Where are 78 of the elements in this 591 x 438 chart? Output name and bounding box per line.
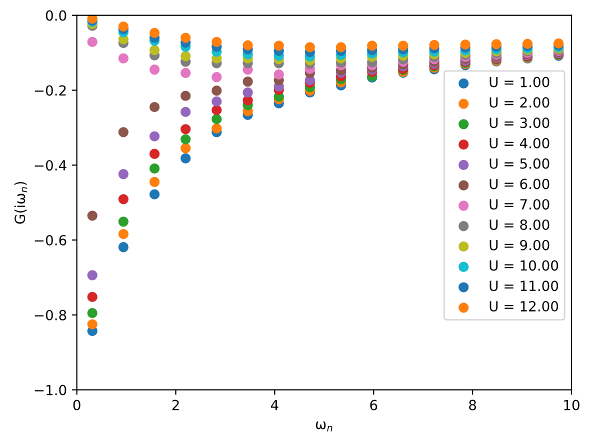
legend-label: U = 9.00 [490,240,550,250]
point [118,21,129,32]
point [460,39,470,50]
y-axis-title: G(iω$_{n}$) [14,182,28,224]
point [304,42,316,52]
point [274,40,284,51]
point [180,51,191,62]
y-tick-label: −0.2 [34,85,66,96]
legend-label: U = 12.00 [490,301,558,312]
legend-label: U = 2.00 [490,97,550,108]
point [242,87,253,98]
point [118,127,129,138]
point [149,176,160,188]
point [149,163,160,174]
y-tick-label: −1.0 [34,384,66,396]
point [87,270,98,280]
x-axis-title: ω$_{n}$ [316,421,332,432]
point [118,169,129,180]
point [118,53,129,64]
y-tick-label: −0.8 [34,310,66,320]
point [118,242,129,252]
legend-label: U = 7.00 [490,199,550,210]
point [212,123,222,134]
point [367,40,378,51]
legend-label: U = 10.00 [490,260,558,271]
point [491,39,502,50]
point [87,292,98,302]
legend-label: U = 11.00 [490,280,558,292]
point [149,131,160,142]
point [118,216,129,227]
point [180,106,191,118]
point [149,148,160,159]
y-tick-label: −0.4 [34,160,66,171]
point [149,28,160,38]
point [149,45,160,56]
x-tick-label: 0 [73,400,80,410]
point [180,143,191,154]
x-tick-label: 2 [172,400,179,410]
y-tick-label: 0.0 [46,10,66,21]
point [398,40,408,51]
x-tick-label: 10 [564,400,580,410]
point [212,36,222,48]
point [180,153,191,164]
point [87,36,98,48]
point [118,228,129,240]
legend-label: U = 5.00 [490,158,550,169]
point [180,124,191,134]
point [212,86,222,96]
point [180,32,191,43]
point [212,96,222,107]
point [212,104,222,116]
legend-label: U = 8.00 [490,219,550,230]
point [274,69,284,80]
point [212,72,222,82]
point [336,42,346,52]
point [149,102,160,112]
point [212,114,222,124]
y-tick-label: −0.6 [34,234,66,246]
point [180,134,191,144]
legend-label: U = 6.00 [490,178,550,190]
legend-label: U = 4.00 [490,138,550,148]
point [87,308,98,318]
point [87,210,98,221]
x-tick-label: 8 [469,400,476,410]
legend-label: U = 3.00 [490,118,550,128]
point [87,319,98,330]
point [242,76,253,87]
point [429,40,440,50]
point [149,189,160,200]
x-tick-label: 4 [270,400,278,410]
point [242,40,253,50]
point [149,64,160,75]
legend-label: U = 1.00 [490,76,550,88]
x-tick-label: 6 [370,400,378,410]
point [180,68,191,78]
point [522,38,533,49]
point [118,194,129,204]
point [180,90,191,101]
